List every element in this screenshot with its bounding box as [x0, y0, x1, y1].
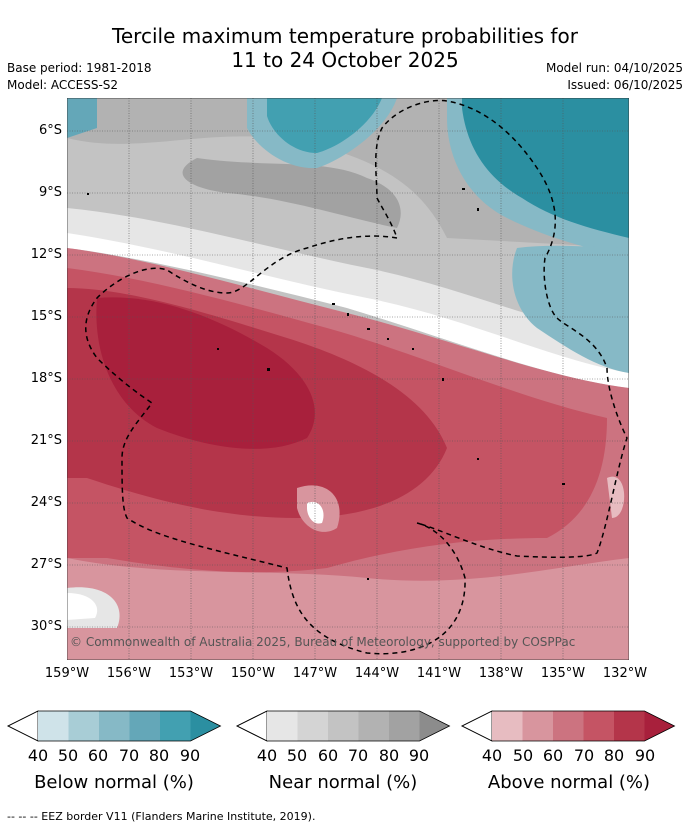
colorbar-near-swatch: [389, 711, 420, 741]
colorbar-near-high-arrow: [419, 711, 450, 741]
colorbar-near-swatch: [267, 711, 298, 741]
cb-near-title: Near normal (%): [268, 772, 418, 793]
lat-label: 6°S: [38, 123, 62, 138]
cb-near-tick: 40: [256, 746, 278, 765]
colorbar-above-outline: [461, 710, 676, 742]
colorbar-above-swatch: [553, 711, 584, 741]
lat-label: 15°S: [30, 309, 62, 324]
cb-below-tick: 40: [27, 746, 49, 765]
cb-above-tick: 40: [481, 746, 503, 765]
colorbar-below-low-arrow: [7, 710, 39, 742]
cb-below-tick: 70: [118, 746, 140, 765]
base-period: Base period: 1981-2018: [7, 61, 152, 75]
colorbars: [7, 710, 676, 742]
cb-above-tick: 50: [512, 746, 534, 765]
lon-label: 153°W: [168, 666, 214, 681]
colorbar-below-swatch: [129, 711, 160, 741]
cb-near-tick: 50: [286, 746, 308, 765]
issued-date: Issued: 06/10/2025: [567, 78, 683, 92]
cb-above-tick: 70: [573, 746, 595, 765]
cb-above-tick: 80: [603, 746, 625, 765]
cb-below-tick: 90: [179, 746, 201, 765]
lat-label: 9°S: [38, 185, 62, 200]
lon-label: 144°W: [354, 666, 400, 681]
cb-below-title: Below normal (%): [34, 772, 194, 793]
colorbar-above-low-arrow: [461, 710, 493, 742]
colorbar-above-swatch: [614, 711, 645, 741]
colorbar-above-high-arrow: [644, 711, 675, 741]
colorbar-below-swatch: [160, 711, 191, 741]
cb-below-tick: 80: [148, 746, 170, 765]
colorbar-near-swatch: [297, 711, 328, 741]
colorbar-below-swatch: [99, 711, 130, 741]
cb-near-tick: 90: [408, 746, 430, 765]
eez-legend-note: -- -- -- EEZ border V11 (Flanders Marine…: [7, 810, 316, 823]
lat-label: 12°S: [30, 247, 62, 262]
model-name: Model: ACCESS-S2: [7, 78, 119, 92]
lat-label: 18°S: [30, 371, 62, 386]
colorbar-near-low-arrow: [236, 710, 268, 742]
lon-label: 159°W: [44, 666, 90, 681]
colorbar-above-swatch: [583, 711, 614, 741]
lon-label: 135°W: [540, 666, 586, 681]
colorbar-above-swatch: [492, 711, 523, 741]
colorbar-below-high-arrow: [190, 711, 221, 741]
lon-label: 141°W: [416, 666, 462, 681]
lat-label: 24°S: [30, 495, 62, 510]
probability-map: [67, 98, 629, 660]
map-title-line1: Tercile maximum temperature probabilitie…: [112, 24, 578, 48]
lon-label: 147°W: [292, 666, 338, 681]
colorbar-near-swatch: [328, 711, 359, 741]
cb-above-title: Above normal (%): [487, 772, 651, 793]
lat-label: 21°S: [30, 433, 62, 448]
lat-label: 27°S: [30, 557, 62, 572]
colorbar-below-outline: [7, 710, 222, 742]
lat-label: 30°S: [30, 619, 62, 634]
colorbar-near-outline: [236, 710, 451, 742]
copyright-note: © Commonwealth of Australia 2025, Bureau…: [70, 635, 576, 649]
cb-below-tick: 60: [87, 746, 109, 765]
cb-below-tick: 50: [57, 746, 79, 765]
lon-label: 150°W: [230, 666, 276, 681]
model-run: Model run: 04/10/2025: [545, 61, 683, 75]
colorbar-below-swatch: [68, 711, 99, 741]
colorbar-below-swatch: [38, 711, 69, 741]
map-title-line2: 11 to 24 October 2025: [231, 48, 459, 72]
lon-label: 132°W: [602, 666, 648, 681]
colorbar-near-swatch: [358, 711, 389, 741]
cb-near-tick: 80: [378, 746, 400, 765]
cb-above-tick: 60: [542, 746, 564, 765]
cb-near-tick: 70: [347, 746, 369, 765]
cb-near-tick: 60: [317, 746, 339, 765]
lon-label: 156°W: [106, 666, 152, 681]
colorbar-above-swatch: [522, 711, 553, 741]
cb-above-tick: 90: [634, 746, 656, 765]
lon-label: 138°W: [478, 666, 524, 681]
